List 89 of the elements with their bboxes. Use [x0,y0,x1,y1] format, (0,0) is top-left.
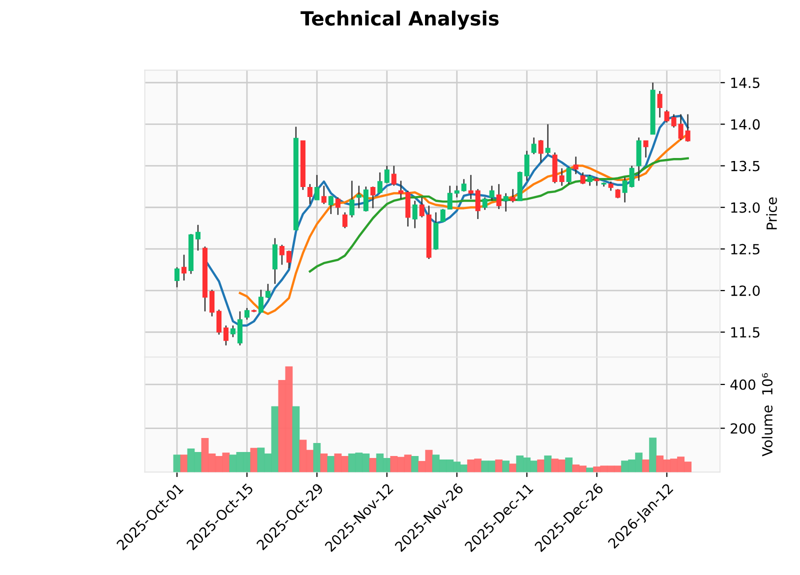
bar [495,459,503,472]
candlestick [475,188,480,220]
bar [411,456,419,472]
candlestick [510,188,516,204]
candlestick [384,165,390,184]
bar [327,456,335,472]
candlestick [629,165,634,188]
bar [509,464,517,472]
candlestick [531,136,536,155]
candlestick [307,183,312,205]
candlestick [377,172,382,194]
candlestick [370,186,376,209]
bar [565,458,573,472]
bar [544,456,552,472]
candlestick [209,289,214,317]
y-axis-title: Volume 10⁶ [762,373,773,456]
candlestick [258,289,264,313]
y-tick-label: 400 [730,379,756,390]
candlestick [468,174,474,200]
bar [250,448,258,472]
bar [502,460,510,472]
y-axis-title: Price [766,197,777,230]
candlestick [328,195,334,215]
candlestick [643,140,648,158]
candlestick [524,150,530,182]
y-tick-label: 12.5 [731,244,760,254]
candlestick [342,212,348,229]
bar [369,458,377,472]
candlestick [181,254,187,282]
candlestick [244,307,250,320]
bar [537,459,545,472]
y-tick-label: 14.5 [731,78,760,88]
bar [320,454,328,472]
candlestick [314,174,320,201]
candlestick [559,168,564,186]
bar [313,443,321,472]
candlestick [622,176,628,204]
y-tick-label: 13.5 [731,160,760,172]
candlestick [216,309,222,336]
bar [649,438,657,472]
candlestick [671,114,676,128]
candlestick [496,183,502,210]
candlestick [587,174,592,186]
y-tick-label: 11.5 [731,327,760,338]
candlestick [363,186,368,212]
candlestick [349,180,354,218]
candlestick [482,196,488,210]
y-tick-label: 200 [730,423,756,434]
candlestick [356,185,362,209]
candlestick [391,165,396,186]
candlestick [538,139,544,164]
candlestick [412,200,418,229]
candlestick [195,224,200,252]
candlestick [398,180,404,200]
bar [292,406,300,472]
candlestick [230,324,236,338]
bar [586,468,594,472]
candlestick [566,166,572,185]
candlestick [265,283,270,299]
candlestick [664,109,670,124]
y-tick-label: 14.0 [731,119,760,130]
candlestick [580,172,586,185]
candlestick [223,324,228,346]
candlestick [237,310,242,346]
chart-title: Technical Analysis [300,10,499,30]
candlestick [461,178,466,192]
candlestick [174,266,180,288]
candlestick [489,185,494,202]
candlestick [321,185,326,205]
candlestick [447,185,452,210]
candlestick [573,156,578,175]
candlestick [608,180,614,192]
candlestick [279,244,284,266]
candlestick [419,196,424,218]
bar [642,459,650,472]
candlestick [545,124,550,155]
candlestick [454,185,460,198]
candlestick [503,192,508,212]
candlestick [440,208,446,222]
bar [180,454,188,472]
line-series [308,157,689,273]
candlestick [678,114,684,141]
candlestick [657,90,662,118]
y-tick-label: 12.0 [731,286,760,296]
candlestick [286,250,292,269]
candlestick [685,114,690,142]
y-tick-label: 13.0 [731,202,760,213]
bar [173,454,181,472]
candlestick [335,196,340,216]
